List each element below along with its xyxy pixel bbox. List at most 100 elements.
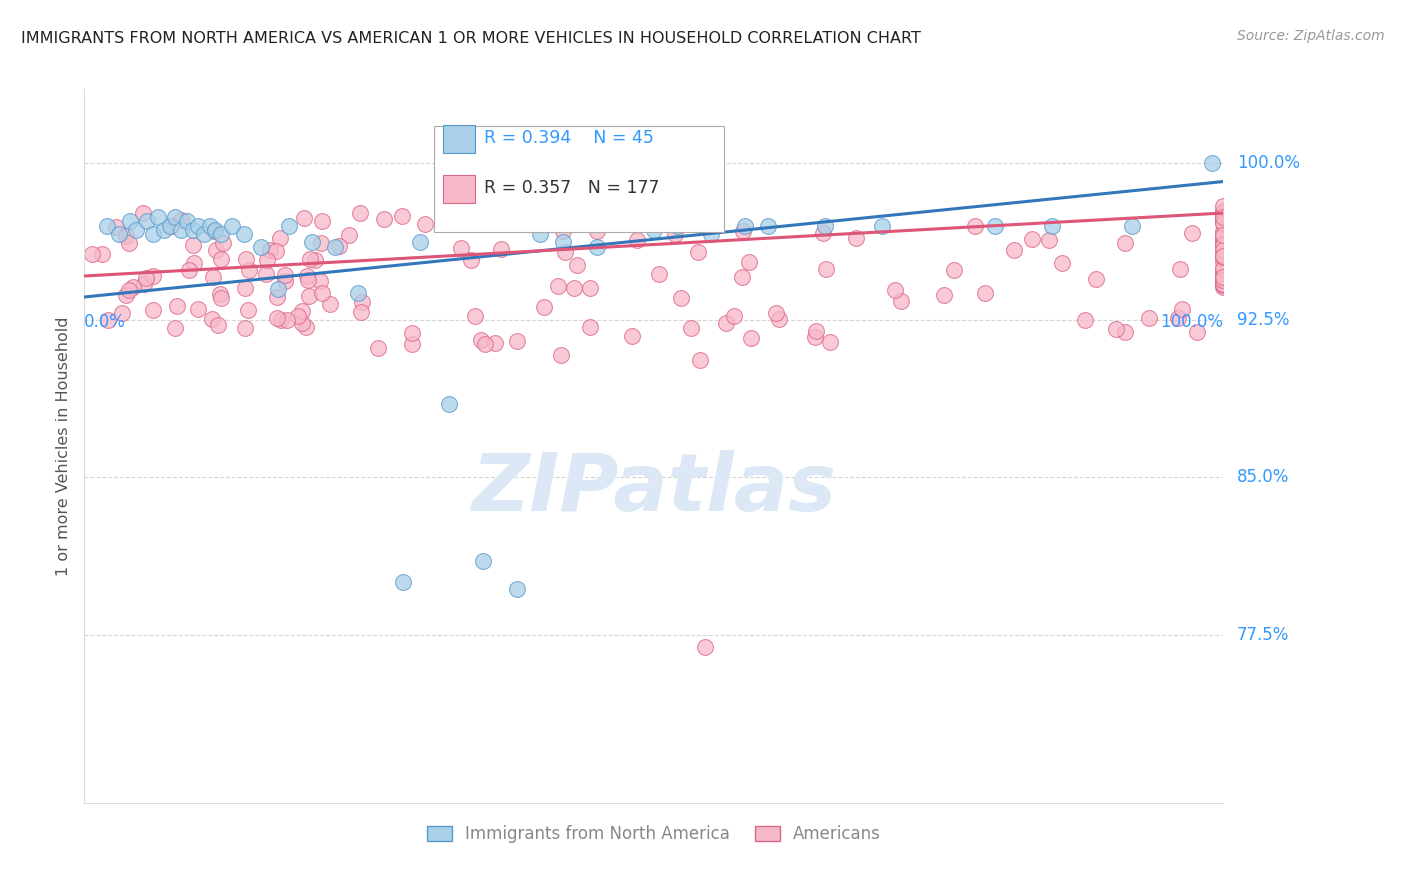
Point (311, 213, 333, 227)
Point (207, 318, 229, 333)
Point (1212, 211, 1234, 226)
Point (391, 209, 413, 223)
Point (1105, 322, 1128, 336)
Point (304, 253, 326, 268)
Point (1212, 243, 1234, 257)
Point (693, 640, 716, 655)
Point (118, 214, 141, 228)
Point (1201, 155, 1223, 169)
Point (450, 241, 472, 255)
Point (1002, 243, 1025, 257)
Point (124, 223, 146, 237)
Point (934, 288, 956, 302)
Point (392, 575, 415, 590)
Point (731, 224, 754, 238)
Point (700, 227, 723, 241)
Point (1137, 310, 1160, 325)
Point (297, 273, 319, 287)
Point (142, 227, 165, 241)
Text: Source: ZipAtlas.com: Source: ZipAtlas.com (1237, 29, 1385, 43)
Point (122, 279, 145, 293)
Point (204, 223, 226, 237)
Point (202, 224, 225, 238)
Point (250, 239, 273, 253)
Point (107, 227, 129, 241)
Point (256, 252, 278, 267)
Point (176, 214, 198, 228)
Point (297, 269, 319, 284)
Point (1212, 272, 1234, 286)
Point (352, 295, 374, 310)
Point (1212, 234, 1234, 248)
Point (209, 291, 232, 305)
Point (148, 211, 170, 225)
Point (135, 271, 157, 285)
Point (298, 289, 321, 303)
Point (254, 268, 277, 282)
Point (1212, 277, 1234, 292)
Point (136, 214, 159, 228)
Point (1185, 325, 1208, 339)
Point (401, 337, 423, 351)
Point (198, 219, 221, 233)
Point (270, 313, 292, 327)
Point (276, 313, 298, 327)
Point (984, 219, 1007, 233)
Point (1212, 266, 1234, 280)
Point (883, 283, 905, 297)
Point (1212, 236, 1234, 251)
Point (1212, 261, 1234, 276)
Point (942, 263, 965, 277)
Legend: Immigrants from North America, Americans: Immigrants from North America, Americans (420, 819, 887, 850)
Point (533, 300, 555, 314)
Point (579, 281, 602, 295)
Point (118, 235, 141, 250)
Point (1212, 232, 1234, 246)
Point (118, 284, 141, 298)
Text: 100.0%: 100.0% (1237, 153, 1301, 171)
Point (165, 211, 187, 225)
Point (163, 320, 186, 334)
Point (529, 227, 551, 241)
Point (547, 278, 569, 293)
Point (170, 213, 193, 227)
Point (232, 227, 254, 241)
Point (1212, 237, 1234, 252)
Bar (443, 175, 475, 203)
Point (201, 311, 224, 326)
Point (723, 310, 745, 324)
Point (550, 348, 572, 362)
Point (267, 282, 290, 296)
Point (1212, 238, 1234, 252)
Point (811, 226, 834, 240)
Y-axis label: 1 or more Vehicles in Household: 1 or more Vehicles in Household (56, 317, 72, 575)
Point (401, 326, 423, 341)
Point (187, 301, 209, 316)
Text: 0.0%: 0.0% (84, 312, 127, 331)
Point (278, 219, 301, 233)
Point (204, 243, 226, 257)
Point (768, 312, 790, 326)
Text: 85.0%: 85.0% (1237, 468, 1289, 486)
Point (159, 219, 181, 233)
Point (187, 219, 209, 233)
Text: 100.0%: 100.0% (1160, 312, 1223, 331)
Point (814, 261, 837, 276)
Point (295, 319, 318, 334)
Point (506, 582, 529, 596)
Point (1114, 235, 1136, 250)
Point (236, 302, 259, 317)
Point (1212, 199, 1234, 213)
Point (689, 353, 711, 368)
Point (803, 330, 825, 344)
Point (740, 331, 762, 345)
Point (1084, 272, 1107, 286)
Point (626, 233, 648, 247)
Point (1212, 227, 1234, 242)
Point (890, 293, 912, 308)
Point (301, 235, 323, 250)
Point (1168, 262, 1191, 277)
Point (177, 262, 200, 277)
Point (1212, 246, 1234, 260)
Point (309, 235, 332, 250)
